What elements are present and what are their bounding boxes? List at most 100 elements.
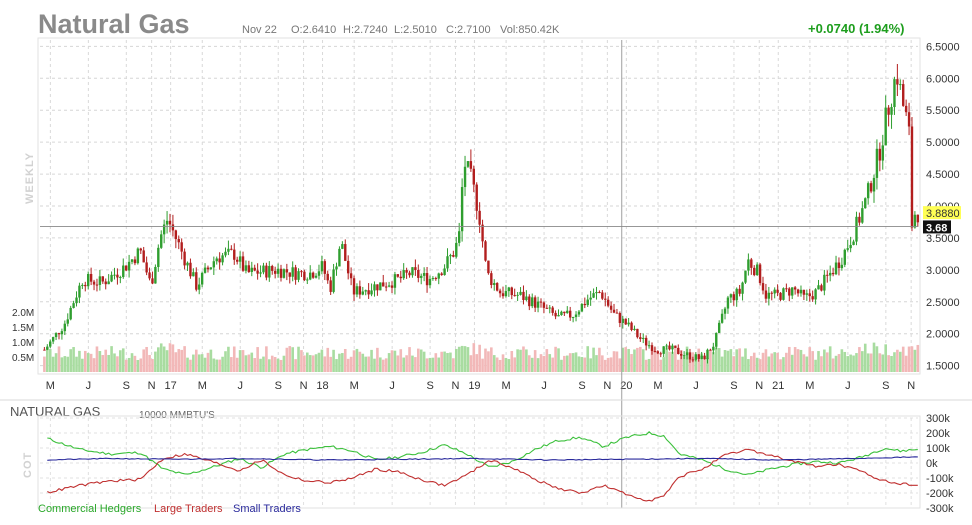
candle-body (43, 349, 46, 351)
candle-body (741, 282, 744, 294)
candle-body (414, 267, 417, 270)
last-price-tag (923, 206, 961, 220)
candle-body (735, 288, 738, 301)
volume-bar (46, 347, 49, 372)
volume-bar (618, 358, 622, 372)
candle-body (881, 145, 884, 161)
cot-tick-label: -300k (926, 503, 954, 515)
candle-body (659, 353, 662, 355)
candle-body (744, 270, 747, 283)
volume-bar (866, 353, 870, 372)
volume-bar (676, 359, 680, 372)
volume-bar (373, 358, 376, 372)
candle-body (165, 220, 169, 225)
volume-bar (787, 346, 791, 372)
candle-body (910, 126, 914, 228)
candle-body (446, 256, 449, 269)
candle-body (98, 276, 102, 285)
volume-bar (872, 342, 876, 372)
candle-body (463, 166, 467, 188)
volume-bar (495, 357, 499, 372)
close-value: C:2.7100 (446, 24, 491, 36)
legend-commercial-hedgers: Commercial Hedgers (38, 503, 142, 515)
volume-bar (416, 348, 420, 372)
volume-value: Vol:850.42K (500, 24, 560, 36)
volume-bar (139, 358, 143, 372)
candle-body (195, 272, 198, 290)
candle-body (528, 296, 531, 307)
cot-tick-label: 0k (926, 458, 938, 470)
candle-body (66, 319, 69, 324)
cot-tick-label: 100k (926, 443, 950, 455)
candle-body (174, 230, 178, 240)
volume-bar (633, 349, 636, 372)
volume-bar (361, 353, 365, 372)
volume-bar (694, 358, 698, 372)
volume-bar (376, 347, 379, 372)
time-tick-label: J (86, 380, 92, 392)
candle-body (846, 248, 849, 250)
candle-body (498, 290, 502, 294)
volume-bar (516, 349, 519, 372)
volume-bar (335, 359, 338, 372)
candle-body (767, 292, 771, 299)
candle-body (738, 288, 741, 294)
candle-body (279, 268, 283, 278)
candle-body (160, 234, 163, 248)
volume-bar (162, 346, 166, 372)
time-axis: M J S N 17 M J S N 18 M J S N 19 M J S N 20 M J S N 21 M J S N (46, 380, 915, 392)
volume-bar (422, 351, 426, 372)
candle-body (522, 291, 525, 301)
volume-bar (712, 352, 715, 372)
volume-bar (639, 346, 642, 372)
price-tick-label: 4.5000 (926, 169, 960, 181)
volume-bar (411, 355, 414, 372)
volume-bar (811, 351, 814, 372)
candle-body (592, 293, 595, 298)
candle-body (644, 337, 648, 346)
volume-bar (466, 347, 470, 372)
open-value: O:2.6410 (291, 24, 336, 36)
volume-bar (177, 349, 181, 372)
volume-bar (346, 358, 350, 372)
volume-tick-label: 0.5M (12, 353, 34, 364)
volume-bar (297, 346, 300, 372)
volume-bar (151, 359, 154, 372)
candle-body (712, 346, 715, 351)
volume-bar (414, 357, 417, 372)
candle-body (127, 261, 131, 271)
volume-bar (852, 355, 855, 372)
volume-bar (761, 352, 765, 372)
candle-body (130, 259, 134, 262)
price-axis: 1.50002.00002.50003.00003.50004.00004.50… (926, 41, 960, 372)
candle-body (57, 333, 61, 335)
candle-body (352, 278, 356, 295)
candle-body (770, 292, 773, 294)
time-tick-label: M (653, 380, 662, 392)
candle-body (916, 214, 920, 223)
volume-bar (767, 356, 771, 372)
volume-bar (481, 358, 484, 372)
high-value: H:2.7240 (343, 24, 388, 36)
volume-bar (589, 358, 592, 372)
volume-bar (402, 357, 405, 372)
volume-bar (627, 348, 630, 372)
cot-axis: -300k -200k -100k 0k 100k 200k 300k (926, 413, 954, 515)
candle-body (355, 286, 359, 295)
volume-bar (154, 351, 157, 372)
candle-body (60, 331, 64, 335)
volume-bar (460, 345, 464, 372)
volume-bar (171, 344, 175, 372)
volume-bar (232, 346, 236, 372)
volume-bar (370, 349, 373, 372)
crosshair-price-tag (923, 220, 951, 234)
volume-bar (893, 352, 896, 372)
volume-bar (662, 357, 665, 372)
time-tick-label: 18 (316, 380, 328, 392)
candle-body (864, 198, 867, 209)
volume-bar (379, 357, 382, 372)
volume-bar (825, 352, 829, 372)
volume-bar (119, 350, 122, 372)
volume-bar (840, 349, 844, 372)
